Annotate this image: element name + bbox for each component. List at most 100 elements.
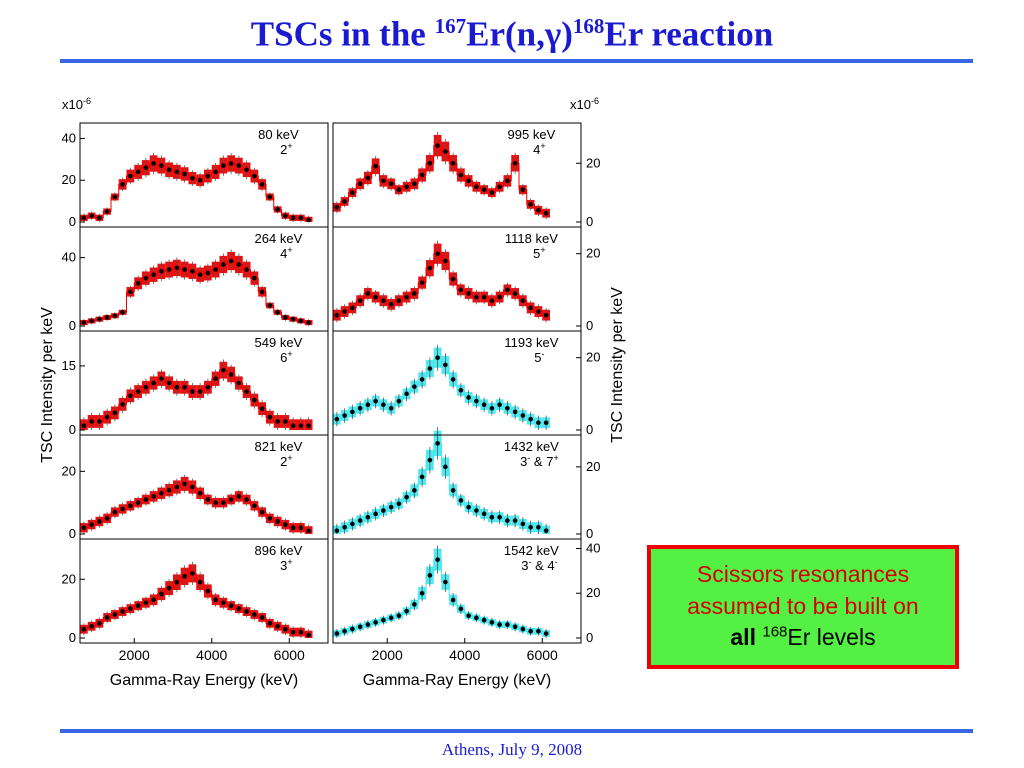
data-point [283, 315, 288, 320]
data-point [89, 419, 94, 424]
data-point [89, 522, 94, 527]
spectrum-panel [79, 538, 329, 644]
data-point [221, 600, 226, 606]
level-spin-label: 5+ [533, 245, 546, 261]
data-point [365, 175, 371, 181]
data-point [151, 597, 156, 603]
data-point [213, 169, 218, 175]
data-point [474, 508, 479, 513]
data-point [342, 628, 347, 634]
data-point [512, 518, 518, 523]
data-point [396, 613, 402, 618]
data-point [497, 184, 502, 190]
data-point [419, 377, 425, 382]
spectrum-panel [79, 226, 329, 332]
data-point [427, 457, 433, 463]
x-tick-label: 4000 [196, 647, 227, 663]
data-point [197, 579, 203, 585]
data-point [197, 177, 203, 183]
data-point [396, 501, 402, 507]
level-spin-label: 3- & 4- [521, 557, 557, 573]
data-point [474, 294, 479, 300]
data-point [259, 615, 265, 620]
y-tick-label: 40 [62, 250, 76, 265]
spectrum-panel [332, 122, 582, 228]
data-point [166, 487, 172, 493]
y-tick-label: 20 [62, 172, 76, 187]
data-point [435, 441, 440, 446]
note-line-1: Scissors resonances [696, 561, 910, 587]
data-point [205, 497, 211, 502]
data-point [236, 494, 242, 499]
note-line-3: all 168Er levels [651, 622, 955, 654]
data-point [244, 497, 249, 502]
note-levels: Er levels [787, 624, 876, 651]
data-point [290, 525, 296, 531]
data-point [182, 267, 187, 272]
data-point [306, 528, 311, 534]
data-point [190, 571, 195, 576]
data-point [450, 377, 456, 382]
level-energy-label: 821 keV [255, 439, 303, 454]
data-point [458, 287, 464, 293]
data-point [259, 406, 265, 411]
data-point [283, 626, 288, 632]
data-point [143, 275, 149, 281]
data-point [166, 167, 172, 173]
y-axis-label-left: TSC Intensity per keV [39, 307, 56, 463]
y-scale-factor-right: x10-6 [570, 96, 599, 112]
data-point [388, 615, 394, 621]
x-axis-label: Gamma-Ray Energy (keV) [363, 672, 552, 689]
data-point [450, 276, 456, 282]
data-point [443, 464, 448, 470]
data-point [373, 163, 378, 169]
level-spin-label: 2+ [280, 453, 293, 469]
data-point [388, 504, 394, 510]
data-point [435, 143, 440, 148]
data-point [197, 490, 203, 496]
data-point [443, 149, 448, 154]
data-point [458, 606, 464, 612]
y-tick-label: 0 [69, 318, 76, 333]
spectrum-panel [332, 538, 582, 644]
data-point [252, 275, 257, 281]
data-point [489, 620, 495, 625]
data-point [357, 298, 363, 303]
data-point [458, 498, 464, 503]
data-point [474, 398, 479, 404]
data-point [350, 521, 355, 527]
data-point [435, 251, 440, 256]
data-point [252, 397, 257, 403]
data-point [120, 402, 125, 407]
data-point [151, 161, 156, 166]
title-suffix: Er reaction [604, 14, 774, 54]
data-point [536, 524, 541, 530]
y-tick-label: 40 [62, 130, 76, 145]
bottom-rule [60, 729, 973, 733]
data-point [298, 423, 304, 429]
x-tick-label: 6000 [274, 647, 305, 663]
data-point [221, 367, 226, 373]
data-point [512, 624, 518, 630]
data-point [135, 280, 141, 286]
y-tick-label: 0 [586, 318, 593, 333]
data-point [97, 419, 102, 424]
data-point [259, 182, 265, 187]
data-point [334, 205, 340, 210]
data-point [213, 376, 218, 382]
data-point [435, 355, 440, 360]
level-energy-label: 1193 keV [504, 335, 558, 350]
data-point [419, 474, 425, 480]
data-point [182, 574, 187, 579]
data-point [350, 626, 355, 632]
data-point [228, 603, 234, 608]
data-point [543, 528, 549, 533]
data-point [412, 488, 417, 493]
histogram-outline [333, 253, 550, 316]
data-point [283, 213, 288, 219]
data-point [505, 406, 510, 411]
data-point [450, 160, 456, 166]
data-point [373, 294, 378, 300]
data-point [182, 481, 187, 487]
data-point [221, 163, 226, 168]
